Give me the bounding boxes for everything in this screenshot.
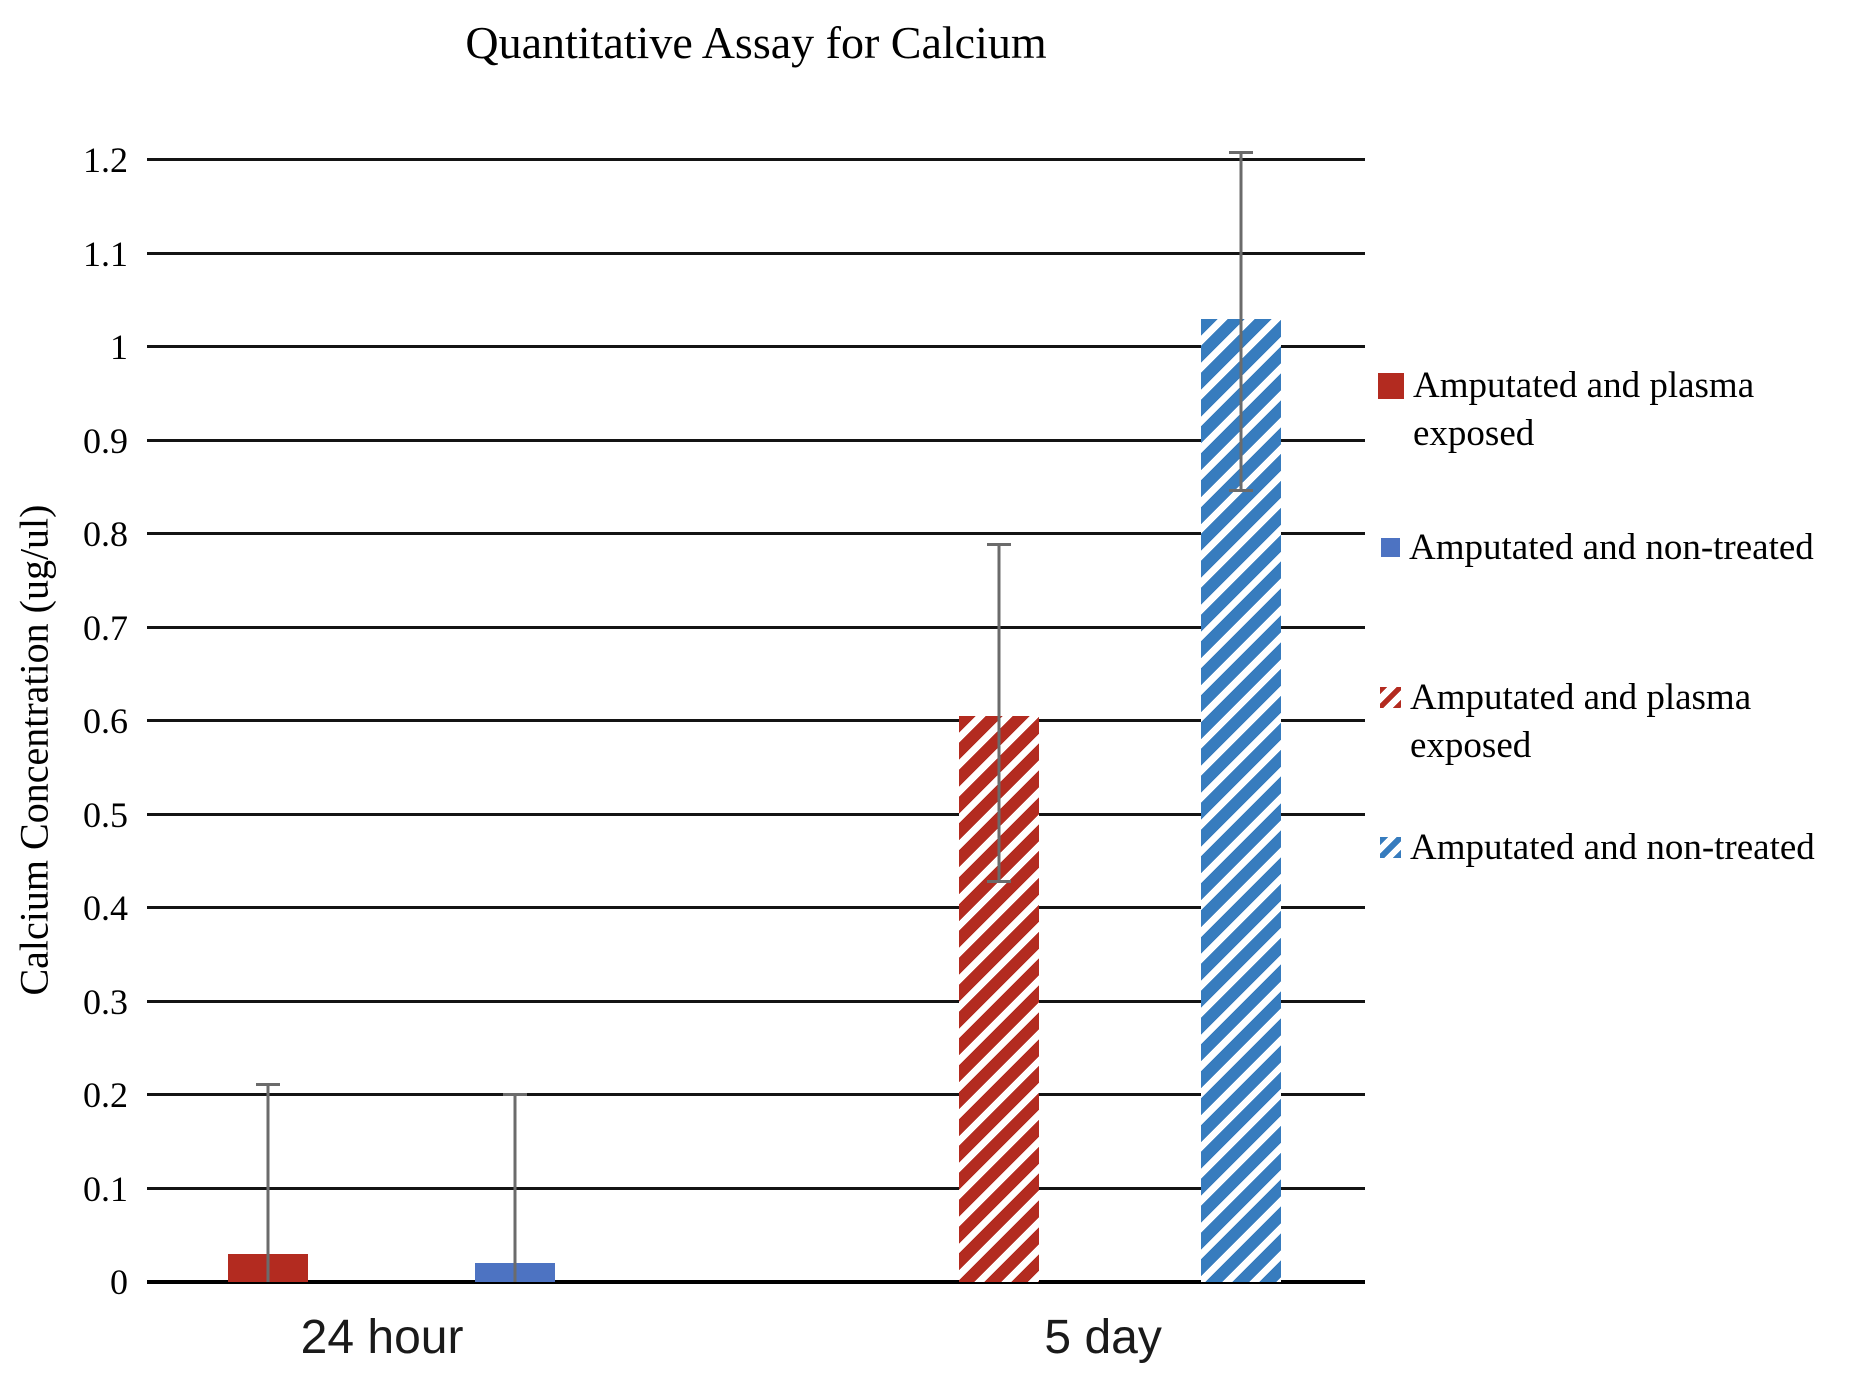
y-tick-label: 1.1 — [83, 233, 128, 274]
gridline — [147, 999, 1365, 1003]
y-tick-label: 0.3 — [83, 981, 128, 1022]
error-bar-cap-bottom — [1229, 488, 1253, 492]
y-tick-label: 0 — [110, 1262, 128, 1302]
y-tick-label: 0.1 — [83, 1168, 128, 1209]
gridline — [147, 625, 1365, 629]
x-axis-line — [147, 1280, 1365, 1284]
error-bar-cap-top — [255, 1082, 280, 1086]
legend-entry-plasma-5day: Amputated and plasma exposed — [1378, 674, 1864, 770]
y-axis-title: Calcium Concentration (ug/ul) — [11, 504, 57, 996]
gridline — [147, 345, 1365, 348]
error-bar-line — [997, 543, 1001, 883]
error-bar-line — [266, 1082, 270, 1282]
gridline — [147, 158, 1365, 161]
chart-title: Quantitative Assay for Calcium — [465, 17, 1047, 68]
y-tick-label: 0.2 — [83, 1075, 128, 1115]
legend-entry-plasma-24h: Amputated and plasma exposed — [1378, 362, 1864, 458]
gridline — [147, 906, 1365, 910]
error-bar-cap-top — [987, 543, 1012, 547]
legend-label: Amputated and non-treated — [1409, 527, 1814, 568]
legend-label: Amputated and plasma exposed — [1410, 677, 1752, 766]
gridline — [147, 438, 1365, 442]
legend-swatch-blue-solid-icon — [1381, 538, 1400, 557]
error-bar-line — [1239, 150, 1243, 492]
y-tick-label: 0.7 — [83, 607, 128, 648]
x-category-label-5-day: 5 day — [1044, 1311, 1162, 1364]
error-bar-line — [513, 1093, 517, 1282]
y-tick-label: 0.9 — [83, 420, 128, 461]
legend-entry-nontreated-24h: Amputated and non-treated — [1378, 524, 1864, 572]
gridline — [147, 251, 1365, 255]
gridline — [147, 532, 1365, 536]
y-tick-label: 1 — [110, 327, 128, 367]
gridline — [147, 812, 1365, 816]
y-tick-label: 0.8 — [83, 514, 128, 554]
y-tick-label: 1.2 — [83, 140, 128, 180]
legend-label: Amputated and non-treated — [1410, 827, 1815, 868]
error-bar-cap-top — [1229, 150, 1253, 154]
gridline — [147, 719, 1365, 722]
y-tick-label: 0.6 — [83, 701, 128, 741]
legend-entry-nontreated-5day: Amputated and non-treated — [1378, 824, 1864, 872]
error-bar-cap-bottom — [987, 879, 1012, 883]
legend-swatch-blue-hatched-icon — [1380, 837, 1401, 858]
gridline — [147, 1186, 1365, 1190]
error-bar-cap-top — [503, 1093, 528, 1097]
y-tick-label: 0.4 — [83, 888, 128, 928]
y-tick-label: 0.5 — [83, 794, 128, 835]
x-category-label-24-hour: 24 hour — [300, 1311, 464, 1364]
gridline — [147, 1093, 1365, 1097]
legend-label: Amputated and plasma exposed — [1413, 365, 1755, 454]
legend-swatch-red-hatched-icon — [1380, 687, 1401, 708]
legend-swatch-red-solid-icon — [1378, 373, 1404, 399]
plot-area: 0 0.1 0.2 0.3 0.4 0.5 0.6 0.7 0.8 0.9 1 1.1 1.2 24 ho… — [83, 142, 1365, 1364]
